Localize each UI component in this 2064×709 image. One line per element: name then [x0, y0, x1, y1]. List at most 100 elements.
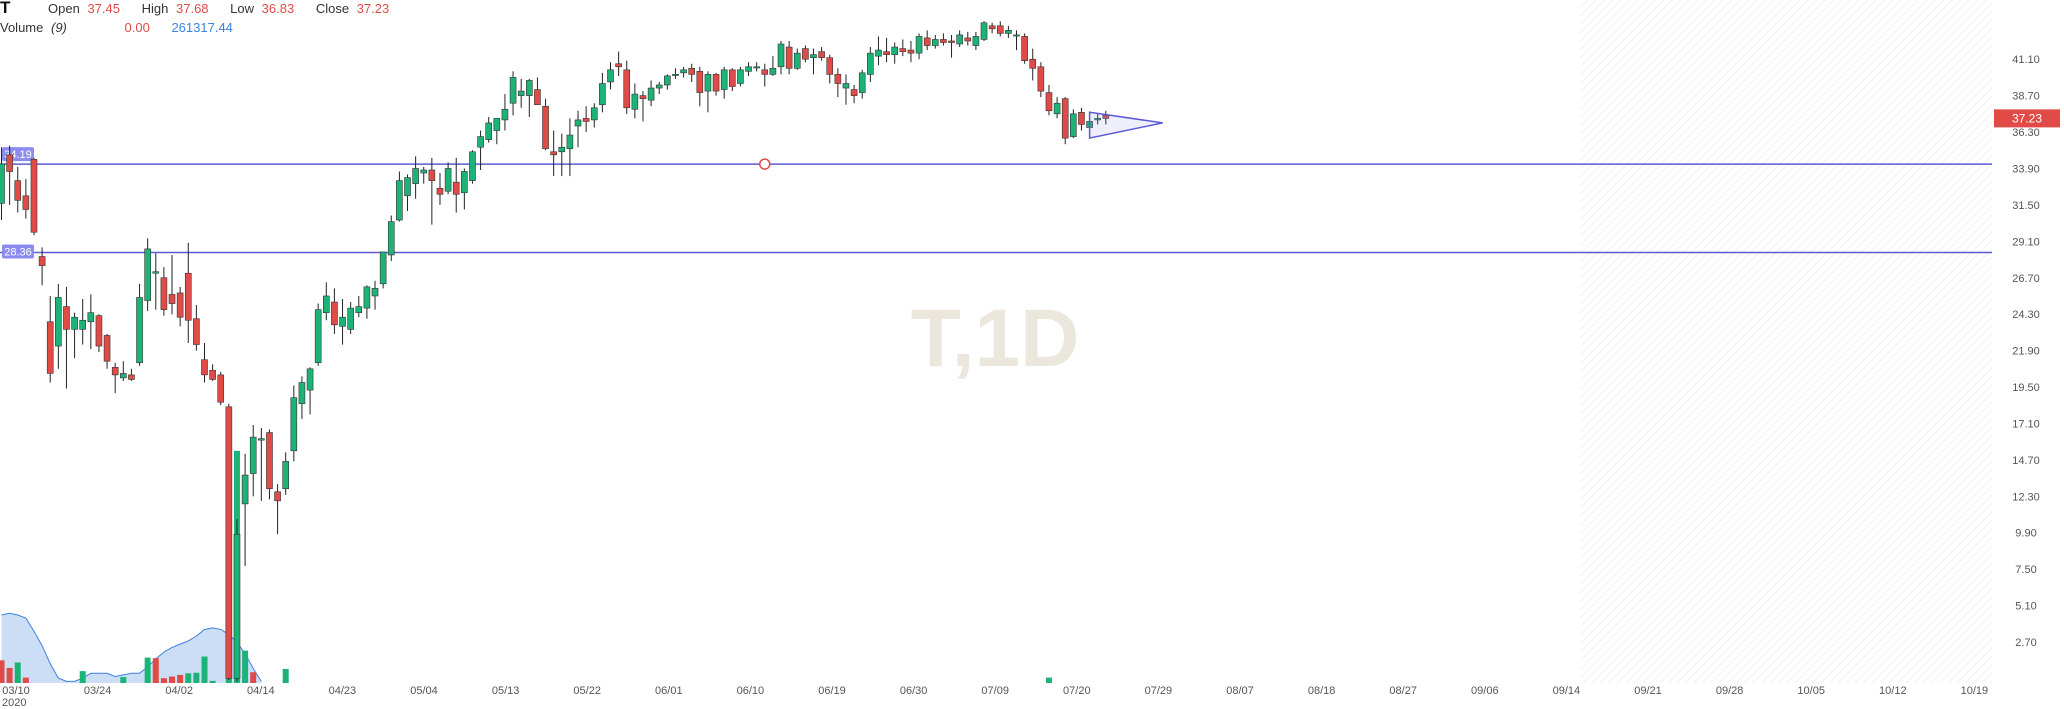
- y-axis: 41.10 38.70 36.30 33.90 31.50 29.10 26.70 24.30…: [2012, 54, 2040, 649]
- candle-body: [55, 297, 62, 347]
- candle: [314, 303, 322, 366]
- candle-body: [704, 74, 712, 92]
- candle-body: [249, 436, 257, 474]
- volume-bar: [152, 658, 159, 683]
- candle-body: [63, 306, 70, 330]
- candle: [79, 299, 86, 345]
- candle-body: [314, 309, 322, 364]
- x-tick-label: 09/21: [1634, 685, 1662, 697]
- candle: [379, 251, 387, 289]
- y-tick-label: 38.70: [2012, 91, 2040, 103]
- candle-body: [655, 84, 663, 89]
- candle: [590, 103, 598, 128]
- candle: [120, 361, 127, 381]
- candle-body: [802, 48, 809, 60]
- volume-bar: [193, 672, 200, 683]
- candle: [753, 62, 760, 72]
- candle: [1053, 97, 1061, 119]
- candle: [883, 37, 890, 63]
- candle: [915, 33, 923, 60]
- candle-body: [1029, 58, 1037, 69]
- candle: [282, 452, 290, 495]
- volume-bar: [1045, 677, 1052, 683]
- candle: [452, 157, 460, 213]
- candle: [972, 31, 980, 51]
- candle-body: [899, 48, 907, 52]
- y-tick-label: 14.70: [2012, 455, 2040, 467]
- y-tick-label: 7.50: [2015, 564, 2036, 576]
- candle-body: [891, 46, 899, 55]
- y-tick-label: 31.50: [2012, 200, 2040, 212]
- candle: [509, 71, 517, 116]
- volume-label: Volume: [0, 20, 44, 35]
- candle-body: [818, 51, 825, 58]
- candle: [1021, 33, 1028, 64]
- candle: [485, 116, 493, 143]
- candle: [209, 364, 216, 381]
- candle-body: [931, 39, 939, 46]
- candle-body: [501, 108, 509, 121]
- candle-body: [477, 136, 484, 148]
- candle-body: [664, 75, 671, 86]
- x-tick-label: 06/19: [818, 685, 846, 697]
- y-tick-label: 19.50: [2012, 382, 2040, 394]
- x-tick-label: 07/09: [981, 685, 1009, 697]
- candle-body: [217, 374, 225, 403]
- candle: [607, 62, 614, 90]
- y-tick-label: 36.30: [2012, 127, 2040, 139]
- x-tick-label: 09/14: [1553, 685, 1581, 697]
- last-price-tag-group: 37.23: [1994, 109, 2060, 128]
- candle: [71, 312, 78, 359]
- candle-body: [777, 43, 785, 68]
- candle: [184, 242, 192, 344]
- candle-body: [152, 271, 160, 274]
- candle-body: [225, 406, 233, 679]
- candle: [720, 66, 728, 99]
- candle-body: [745, 66, 752, 72]
- symbol-label[interactable]: T: [0, 0, 11, 17]
- candle-body: [737, 69, 744, 84]
- volume-ma-area: [1, 613, 262, 683]
- candle-body: [647, 87, 655, 101]
- ohlc-legend: T Open 37.45 High 37.68 Low 36.83 Close …: [0, 0, 407, 17]
- candle-body: [1070, 113, 1077, 137]
- candle-body: [46, 321, 54, 374]
- open-label: Open: [48, 1, 80, 16]
- candle: [1061, 97, 1069, 145]
- candle-body: [331, 301, 338, 326]
- candle: [339, 299, 346, 345]
- x-tick-label: 07/29: [1145, 685, 1173, 697]
- x-year-label: 2020: [2, 697, 26, 709]
- candle: [30, 157, 38, 236]
- x-tick-label: 05/04: [410, 685, 438, 697]
- candle-body: [233, 533, 241, 679]
- candle-body: [883, 51, 890, 55]
- candle: [38, 247, 46, 286]
- candle-body: [241, 474, 249, 505]
- candle-body: [696, 71, 704, 93]
- candle-body: [298, 382, 306, 405]
- candle: [371, 280, 379, 310]
- candle-body: [972, 36, 980, 46]
- candle: [55, 283, 62, 369]
- candle-body: [6, 154, 13, 172]
- y-tick-label: 2.70: [2015, 637, 2036, 649]
- volume-bar: [6, 667, 13, 683]
- candle-body: [793, 52, 801, 69]
- candle-body: [387, 221, 395, 256]
- candle: [793, 48, 801, 70]
- candle: [704, 71, 712, 113]
- candle-body: [79, 319, 86, 330]
- x-tick-label: 05/22: [573, 685, 601, 697]
- candle-body: [875, 49, 882, 57]
- candle-body: [558, 146, 566, 153]
- candle-body: [517, 90, 525, 96]
- candle-body: [176, 292, 184, 318]
- candle-body: [590, 107, 598, 121]
- candle-body: [1005, 30, 1012, 34]
- y-tick-label: 33.90: [2012, 163, 2040, 175]
- candle-body: [907, 49, 915, 54]
- candle-body: [1045, 92, 1053, 112]
